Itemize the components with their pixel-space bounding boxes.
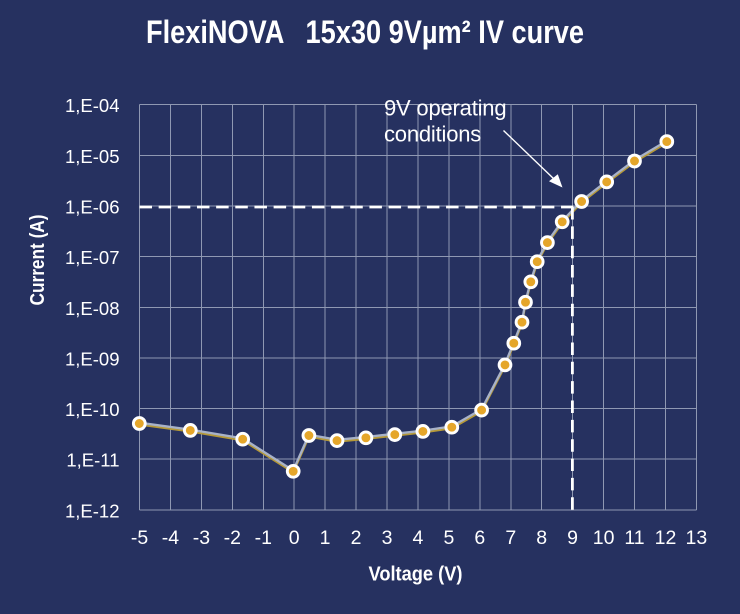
svg-text:1,E-08: 1,E-08 <box>65 298 120 319</box>
svg-text:FlexiNOVA 15x30 9Vµm² IV curv: FlexiNOVA 15x30 9Vµm² IV curve <box>146 14 584 50</box>
svg-text:4: 4 <box>412 527 423 549</box>
svg-text:-4: -4 <box>162 527 179 549</box>
svg-text:1,E-05: 1,E-05 <box>65 146 120 167</box>
svg-text:Voltage (V): Voltage (V) <box>369 564 463 586</box>
svg-text:1,E-04: 1,E-04 <box>65 95 120 116</box>
svg-text:6: 6 <box>474 527 485 549</box>
svg-text:9: 9 <box>567 527 578 549</box>
svg-text:1,E-07: 1,E-07 <box>65 247 120 268</box>
svg-text:2: 2 <box>351 527 362 549</box>
svg-text:11: 11 <box>624 527 644 549</box>
svg-text:-5: -5 <box>131 527 148 549</box>
svg-text:5: 5 <box>443 527 454 549</box>
svg-text:13: 13 <box>686 527 708 549</box>
svg-text:1,E-11: 1,E-11 <box>66 450 119 471</box>
svg-text:1,E-09: 1,E-09 <box>65 348 120 369</box>
svg-text:-3: -3 <box>193 527 210 549</box>
svg-text:10: 10 <box>593 527 615 549</box>
svg-text:0: 0 <box>289 527 300 549</box>
svg-text:-1: -1 <box>255 527 272 549</box>
svg-text:7: 7 <box>505 527 516 549</box>
svg-text:-2: -2 <box>224 527 241 549</box>
svg-text:conditions: conditions <box>384 122 481 147</box>
svg-text:Current (A): Current (A) <box>27 215 49 306</box>
svg-text:3: 3 <box>382 527 393 549</box>
svg-text:12: 12 <box>655 527 677 549</box>
svg-text:8: 8 <box>536 527 547 549</box>
svg-text:1,E-10: 1,E-10 <box>65 399 120 420</box>
svg-text:1,E-06: 1,E-06 <box>65 196 120 217</box>
svg-text:1,E-12: 1,E-12 <box>65 500 120 521</box>
svg-text:9V operating: 9V operating <box>384 95 506 120</box>
svg-text:1: 1 <box>320 527 331 549</box>
